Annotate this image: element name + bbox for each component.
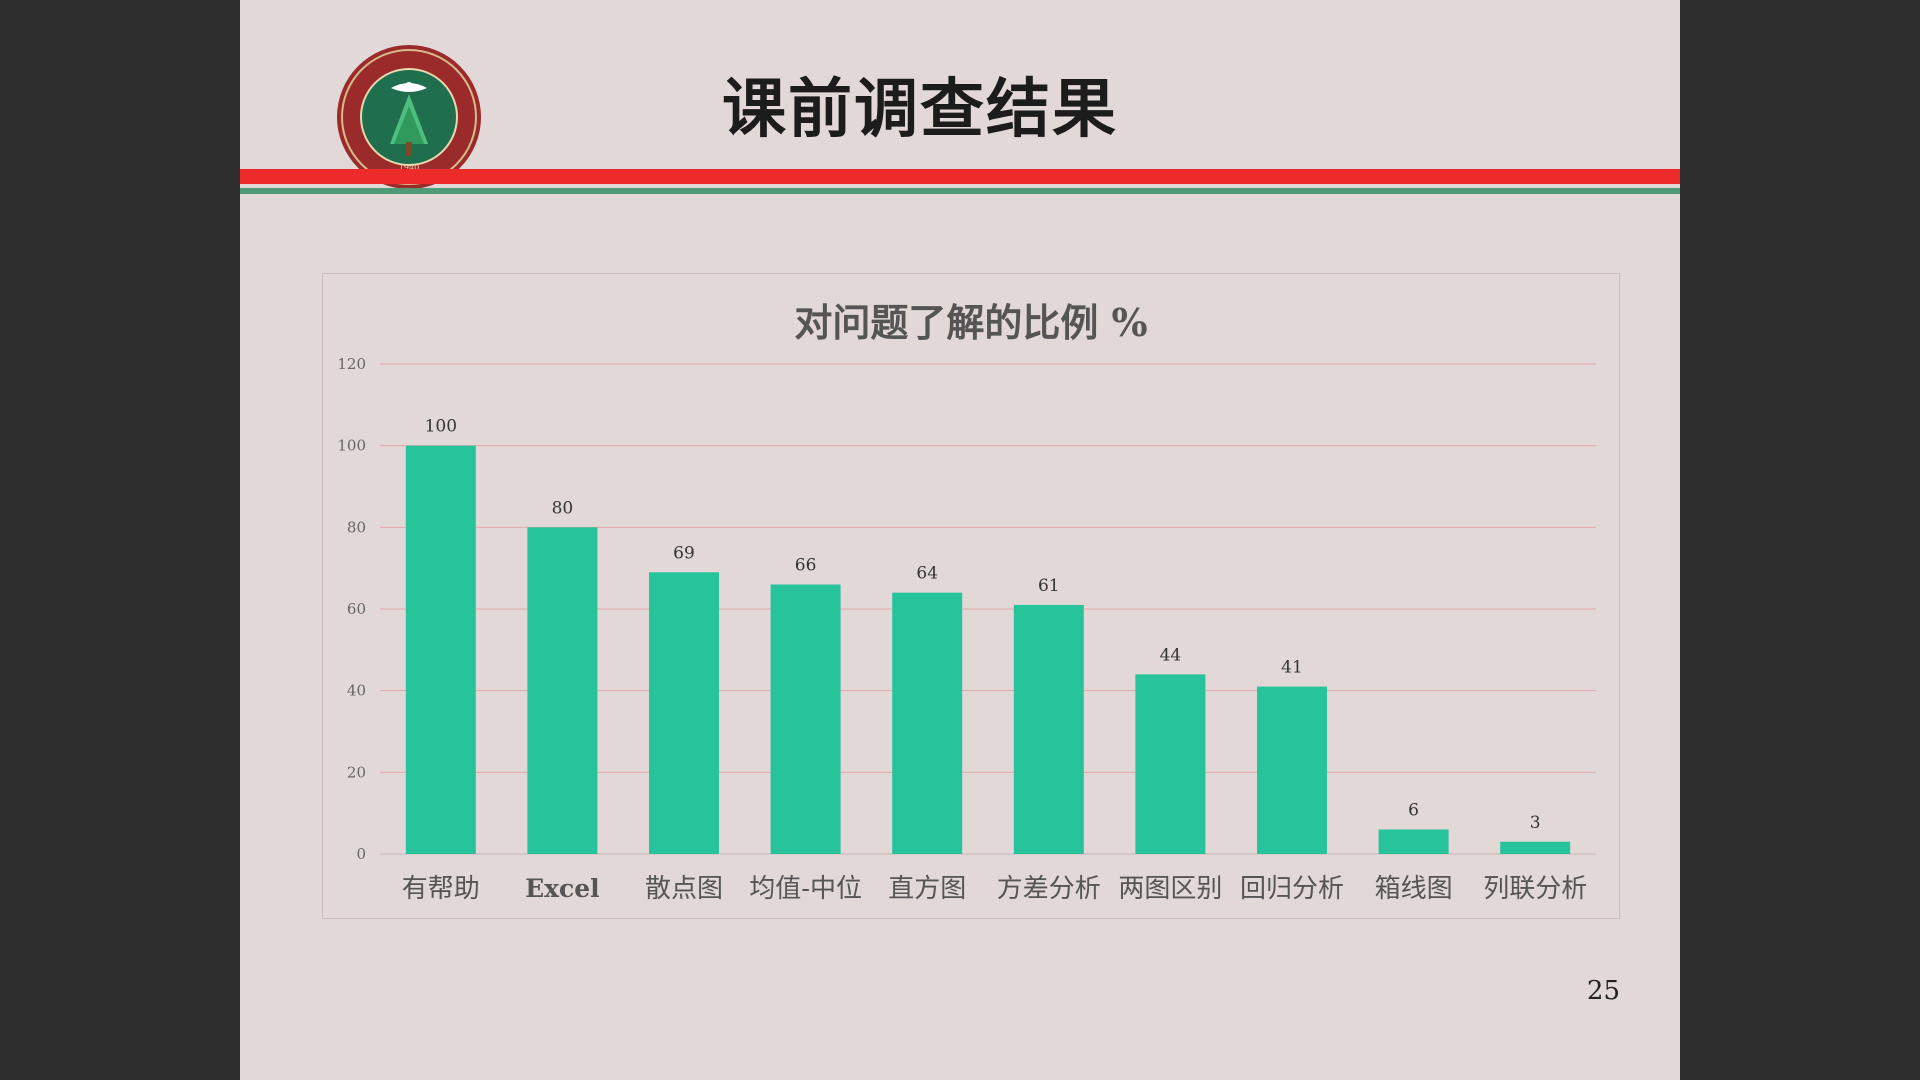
page-title: 课前调查结果 [722,73,1118,147]
bar [1135,674,1206,854]
category-label: Excel [525,874,600,903]
y-tick-label: 60 [347,600,366,618]
bar [1013,604,1084,854]
data-label: 61 [1038,576,1060,596]
y-tick-label: 20 [347,763,366,781]
university-seal-icon: 1940 [337,45,481,189]
data-label: 44 [1160,645,1182,665]
y-tick-label: 40 [347,682,366,700]
header-green-band [240,188,1680,194]
category-label: 方差分析 [997,874,1101,904]
bar-chart: 0 20 40 60 80 100 120 100 有帮助 80 Excel 69 散点图 66 均值-中位… [337,355,1596,904]
data-label: 3 [1530,813,1541,833]
y-tick-label: 120 [337,355,366,373]
category-label: 直方图 [888,874,966,904]
page-number: 25 [1586,976,1620,1006]
bar [1378,829,1449,854]
data-label: 69 [673,543,695,563]
slide: 1940 课前调查结果 对问题了解的比例 % 0 20 40 60 80 100 120 10… [240,0,1680,1080]
category-label: 散点图 [645,874,723,904]
bar [1500,841,1571,854]
header-red-band [240,169,1680,184]
bar [770,584,841,854]
category-label: 有帮助 [402,874,480,904]
y-tick-label: 80 [347,518,366,536]
category-label: 回归分析 [1240,874,1344,904]
bar [1257,686,1327,854]
data-label: 64 [916,564,938,584]
seal-year: 1940 [399,163,419,172]
data-label: 6 [1408,801,1419,821]
y-tick-label: 0 [356,845,366,863]
bar [527,527,598,854]
data-label: 80 [552,498,574,518]
data-label: 66 [795,556,817,576]
data-label: 100 [425,417,457,437]
category-label: 均值-中位 [749,874,862,904]
bar [405,445,476,854]
bar [892,592,963,854]
y-tick-label: 100 [337,437,366,455]
bar [649,572,719,854]
data-label: 41 [1281,658,1303,678]
chart-container: 对问题了解的比例 % 0 20 40 60 80 100 120 100 有帮助 80 Excel 6… [322,273,1620,919]
chart-title: 对问题了解的比例 % [794,300,1148,345]
category-label: 箱线图 [1375,874,1453,904]
category-label: 两图区别 [1118,874,1222,904]
category-label: 列联分析 [1483,874,1587,904]
